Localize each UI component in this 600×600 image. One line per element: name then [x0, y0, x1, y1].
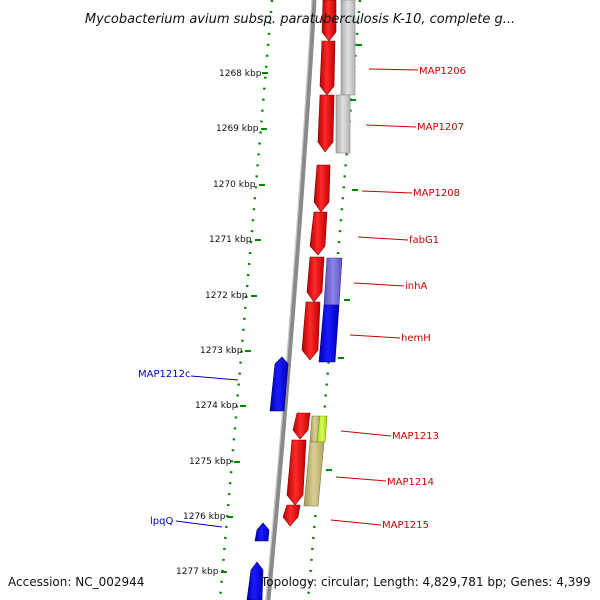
gene-arrow-lpqq[interactable] [254, 522, 270, 542]
topology-text: Topology: circular; Length: 4,829,781 bp… [260, 575, 591, 589]
cog-block-purple [323, 257, 343, 306]
gene-arrow-inha[interactable] [306, 256, 325, 303]
gene-label[interactable]: MAP1212c [138, 369, 190, 380]
cog-block-olive [303, 441, 325, 507]
cog-block-grey [335, 94, 351, 154]
genome-backbone-highlight [265, 0, 313, 600]
gene-label[interactable]: MAP1207 [417, 122, 464, 133]
gene-arrow-map1213[interactable] [292, 412, 311, 440]
kbp-label: 1275 kbp [189, 457, 232, 467]
gene-arrow-fabg1[interactable] [309, 211, 328, 256]
reverse-strand-genes [246, 356, 289, 600]
gene-label[interactable]: MAP1214 [387, 477, 434, 488]
kbp-label: 1272 kbp [205, 291, 248, 301]
genome-backbone [265, 0, 317, 600]
kbp-label: 1268 kbp [219, 69, 262, 79]
gene-label[interactable]: lpqQ [150, 516, 173, 527]
gene-label[interactable]: MAP1206 [419, 66, 466, 77]
gene-arrow-map1207[interactable] [317, 94, 335, 153]
gene-arrow-map1214[interactable] [286, 439, 307, 506]
gene-arrow-next[interactable] [246, 561, 264, 600]
inner-dotted-ring-left [218, 0, 274, 600]
kbp-label: 1277 kbp [176, 567, 219, 577]
kbp-label: 1271 kbp [209, 235, 252, 245]
kbp-label: 1276 kbp [183, 512, 226, 522]
gene-arrow-map1208[interactable] [313, 164, 331, 213]
gene-label[interactable]: inhA [405, 281, 427, 292]
gene-label[interactable]: MAP1208 [413, 188, 460, 199]
gene-labels-reverse: MAP1212c lpqQ [138, 369, 190, 527]
cog-block-lime [316, 415, 328, 443]
gene-arrow-map1205[interactable] [321, 0, 337, 42]
map-title: Mycobacterium avium subsp. paratuberculo… [85, 12, 515, 27]
gene-arrow-map1215[interactable] [282, 504, 301, 527]
cog-block-blue [318, 304, 340, 363]
accession-text: Accession: NC_002944 [8, 575, 144, 589]
kbp-label: 1269 kbp [216, 124, 259, 134]
kbp-scale: 1268 kbp 1269 kbp 1270 kbp 1271 kbp 1272… [176, 69, 262, 577]
gene-label[interactable]: hemH [401, 333, 431, 344]
forward-strand-genes [282, 0, 337, 527]
tick-marks [221, 44, 362, 573]
gene-arrow-map1212c[interactable] [269, 356, 289, 412]
kbp-label: 1273 kbp [200, 346, 243, 356]
gene-label[interactable]: MAP1215 [382, 520, 429, 531]
gene-label[interactable]: MAP1213 [392, 431, 439, 442]
kbp-label: 1270 kbp [213, 180, 256, 190]
kbp-label: 1274 kbp [195, 401, 238, 411]
cog-category-blocks [303, 0, 356, 507]
gene-arrow-map1206[interactable] [319, 40, 336, 96]
gene-labels-forward: MAP1206 MAP1207 MAP1208 fabG1 inhA hemH … [382, 66, 466, 531]
label-leader-lines [175, 68, 419, 528]
gene-label[interactable]: fabG1 [409, 235, 439, 246]
gene-arrow-hemh[interactable] [301, 301, 321, 361]
